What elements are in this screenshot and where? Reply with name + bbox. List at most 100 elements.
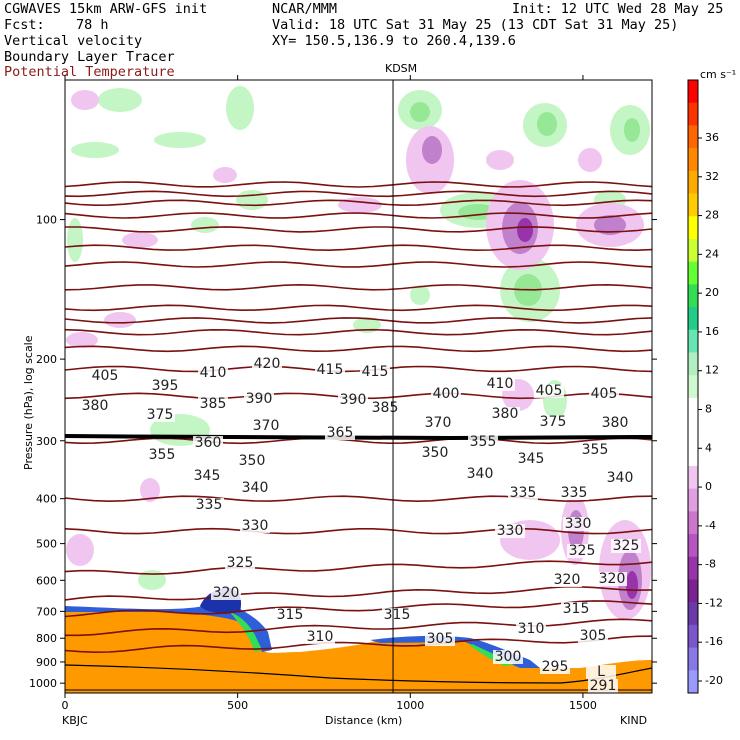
contour-label-bg	[465, 467, 495, 481]
colorbar-swatch	[688, 307, 698, 331]
contour-label-bg	[493, 650, 523, 664]
contour-label: 320	[213, 585, 240, 601]
isentrope-line	[65, 317, 652, 324]
contour-label: 410	[200, 365, 227, 381]
isentrope-line	[65, 345, 652, 353]
contour-label: 380	[82, 398, 109, 414]
contour-label-bg	[198, 397, 228, 411]
init-time: Init: 12 UTC Wed 28 May 25	[512, 1, 724, 17]
y-tick-label: 800	[36, 632, 57, 645]
contour-label-bg	[540, 660, 570, 674]
y-tick-label: 900	[36, 656, 57, 669]
contour-label: 315	[384, 607, 411, 623]
contour-label-bg	[485, 377, 515, 391]
colorbar-swatch	[688, 352, 698, 376]
colorbar-swatch	[688, 216, 698, 240]
isentrope-line	[65, 618, 652, 637]
contour-label-bg	[597, 572, 627, 586]
contour-label-bg	[563, 517, 593, 531]
isentrope-line	[65, 190, 652, 198]
colorbar-swatch	[688, 261, 698, 285]
contour-label-bg	[244, 392, 274, 406]
contour-labels: 405 410 420 415 415 395 380 385 390 390 385 400 410 4…	[80, 356, 641, 693]
y-tick-label: 100	[36, 214, 57, 227]
isentrope-line	[65, 328, 652, 336]
contour-label-bg	[147, 448, 177, 462]
contour-label: 405	[536, 383, 563, 399]
contour-label-bg	[559, 486, 589, 500]
colorbar-unit: cm s⁻¹	[700, 68, 736, 81]
contour-label: 340	[607, 470, 634, 486]
contour-label-bg	[338, 393, 368, 407]
isentrope-line	[65, 600, 652, 618]
contour-label-bg	[600, 416, 630, 430]
contour-label-bg	[516, 452, 546, 466]
contour-label: 395	[152, 378, 179, 394]
colorbar-swatch	[688, 420, 698, 444]
isentrope-line	[65, 226, 652, 233]
contour-label: 315	[277, 607, 304, 623]
contour-label: 330	[497, 523, 524, 539]
contour-label: 340	[242, 480, 269, 496]
contour-label-bg	[588, 679, 618, 693]
contour-label-bg	[508, 486, 538, 500]
contour-label: 315	[563, 601, 590, 617]
isentropes	[65, 181, 652, 654]
contour-label: 335	[196, 497, 223, 513]
contour-label: 325	[613, 538, 640, 554]
plot-area: 405 410 420 415 415 395 380 385 390 390 385 400 410 4…	[65, 86, 652, 693]
isentrope-line	[65, 181, 652, 188]
contour-label-bg	[586, 665, 616, 679]
contour-label: 355	[470, 434, 497, 450]
contour-label: 345	[194, 468, 221, 484]
station-left-label: KBJC	[62, 714, 88, 727]
y-tick-label: 400	[36, 493, 57, 506]
contour-label: 350	[422, 445, 449, 461]
contour-label: 385	[372, 400, 399, 416]
isentrope-line	[65, 365, 652, 373]
contour-label-bg	[275, 608, 305, 622]
x-tick-label: 1500	[569, 699, 597, 712]
contour-label: 345	[518, 451, 545, 467]
colorbar-swatch	[688, 465, 698, 490]
isentrope-line	[65, 283, 652, 291]
contour-label-bg	[538, 415, 568, 429]
colorbar-tick-label: -20	[705, 674, 723, 687]
colorbar-swatch	[688, 602, 698, 626]
x-axis: 0 500 1000 1500	[62, 75, 597, 712]
colorbar-tick-label: 32	[705, 170, 719, 183]
colorbar-swatch	[688, 488, 698, 512]
contour-label-bg	[150, 379, 180, 393]
field-boundary-layer: Boundary Layer Tracer	[4, 49, 175, 65]
contour-label-bg	[80, 399, 110, 413]
contour-label: 300	[495, 649, 522, 665]
x-tick-label: 1000	[396, 699, 424, 712]
contour-label: 305	[580, 628, 607, 644]
contour-label-bg	[198, 366, 228, 380]
isentrope-line	[65, 635, 652, 654]
colorbar-tick-label: 24	[705, 247, 719, 260]
center-name: NCAR/MMM	[272, 1, 338, 17]
y-tick-label: 600	[36, 574, 57, 587]
contour-label-bg	[240, 481, 270, 495]
contour-label-bg	[325, 426, 355, 440]
contour-label-bg	[589, 387, 619, 401]
contour-label: 380	[492, 406, 519, 422]
colorbar: 36 32 28 24 20 16 12 8 4 0 -4 -8 -12 -16 -20	[687, 79, 723, 694]
contour-label-bg	[561, 602, 591, 616]
colorbar-tick-label: -16	[705, 635, 723, 648]
colorbar-swatch	[688, 647, 698, 671]
contour-label-bg	[605, 471, 635, 485]
colorbar-swatch	[688, 579, 698, 603]
velocity-upward-cores	[410, 102, 640, 306]
colorbar-swatch	[688, 193, 698, 217]
y-tick-label: 700	[36, 605, 57, 618]
contour-label-bg	[192, 469, 222, 483]
contour-label: 355	[582, 442, 609, 458]
contour-label-bg	[431, 387, 461, 401]
colorbar-swatch	[688, 170, 698, 195]
contour-label-bg	[534, 384, 564, 398]
contour-label: 375	[540, 414, 567, 430]
colorbar-swatch	[688, 397, 698, 422]
field-potential-temperature: Potential Temperature	[4, 64, 175, 80]
